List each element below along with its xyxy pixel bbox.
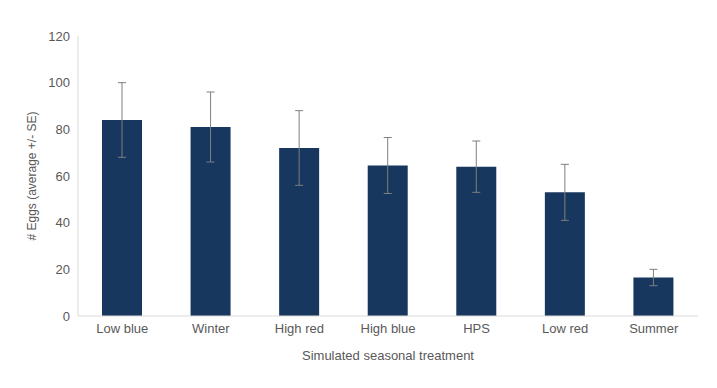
svg-text:80: 80 xyxy=(56,122,70,137)
svg-text:Simulated seasonal treatment: Simulated seasonal treatment xyxy=(302,348,474,363)
svg-text:# Eggs (average +/- SE): # Eggs (average +/- SE) xyxy=(25,111,39,240)
svg-text:20: 20 xyxy=(56,262,70,277)
svg-text:HPS: HPS xyxy=(463,321,490,336)
svg-text:Low blue: Low blue xyxy=(96,321,148,336)
svg-text:60: 60 xyxy=(56,169,70,184)
svg-text:0: 0 xyxy=(63,309,70,324)
svg-text:120: 120 xyxy=(48,29,70,44)
svg-text:Winter: Winter xyxy=(192,321,230,336)
svg-text:High red: High red xyxy=(275,321,324,336)
svg-text:40: 40 xyxy=(56,215,70,230)
svg-text:Summer: Summer xyxy=(629,321,679,336)
svg-text:High blue: High blue xyxy=(361,321,416,336)
svg-text:100: 100 xyxy=(48,75,70,90)
svg-text:Low red: Low red xyxy=(542,321,588,336)
